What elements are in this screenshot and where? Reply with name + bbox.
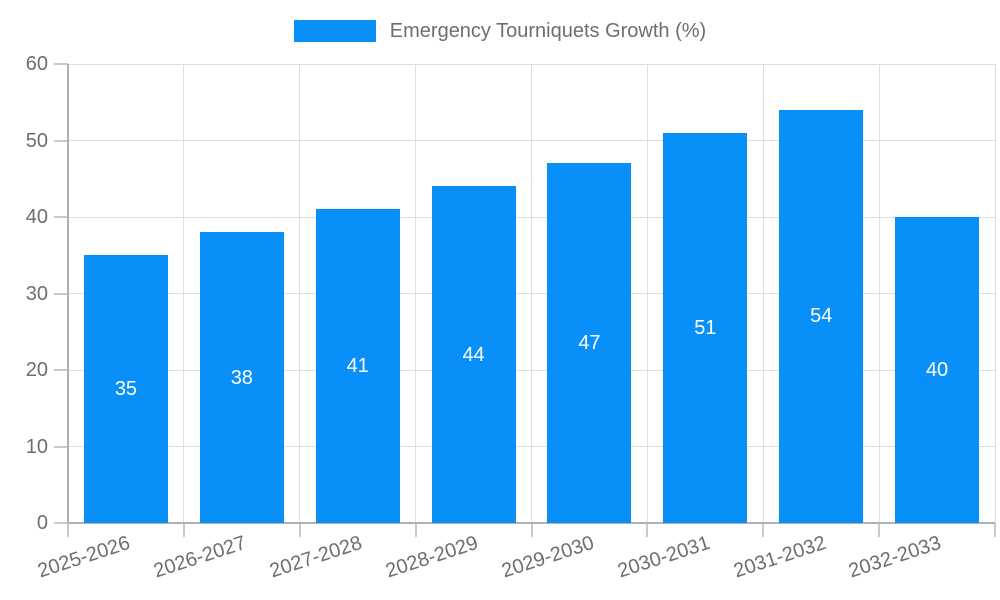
y-axis-tick-label: 60 xyxy=(25,53,48,75)
x-axis-tick-label: 2032-2033 xyxy=(846,531,945,583)
bar-value-label: 44 xyxy=(462,343,485,366)
y-axis-tick xyxy=(54,216,68,218)
x-axis-tick xyxy=(530,523,533,537)
bar xyxy=(895,217,980,523)
x-axis-tick xyxy=(182,523,185,537)
x-axis-tick xyxy=(298,523,301,537)
gridline-vertical xyxy=(183,64,185,523)
gridline-vertical xyxy=(878,64,880,523)
x-axis-tick-label: 2028-2029 xyxy=(382,531,481,583)
bar-value-label: 41 xyxy=(346,355,369,378)
x-axis-tick xyxy=(67,523,69,537)
bar-value-label: 51 xyxy=(694,316,717,339)
y-axis-tick-label: 20 xyxy=(25,359,48,381)
gridline-vertical xyxy=(299,64,301,523)
x-axis-tick xyxy=(646,523,649,537)
x-axis-tick-label: 2025-2026 xyxy=(35,531,134,583)
x-axis-line xyxy=(68,522,995,524)
legend-label: Emergency Tourniquets Growth (%) xyxy=(389,20,707,42)
legend-swatch xyxy=(293,20,376,42)
gridline-vertical xyxy=(646,64,648,523)
x-axis-tick xyxy=(414,523,417,537)
bar-value-label: 54 xyxy=(810,305,833,328)
bar xyxy=(83,255,168,523)
y-axis-tick xyxy=(54,369,68,371)
y-axis-tick-label: 0 xyxy=(36,512,48,534)
y-axis-tick-label: 50 xyxy=(25,129,48,152)
x-axis-tick xyxy=(878,523,881,537)
legend-item[interactable]: Emergency Tourniquets Growth (%) xyxy=(293,18,707,44)
x-axis-tick xyxy=(762,523,765,537)
bar xyxy=(431,186,516,523)
x-axis-tick-label: 2030-2031 xyxy=(614,531,713,583)
bar-value-label: 47 xyxy=(578,332,601,355)
bar xyxy=(663,132,748,523)
y-axis-tick xyxy=(54,292,68,295)
y-axis-tick xyxy=(54,139,68,142)
y-axis-tick-label: 10 xyxy=(25,435,48,458)
x-axis-tick-label: 2029-2030 xyxy=(498,531,597,583)
gridline-vertical xyxy=(762,64,764,523)
y-axis-tick xyxy=(54,522,68,524)
bar xyxy=(779,109,864,523)
bar xyxy=(199,232,284,523)
y-axis-tick-label: 30 xyxy=(25,282,48,305)
bar xyxy=(547,163,632,523)
bar xyxy=(315,209,400,523)
bar-value-label: 40 xyxy=(925,359,949,381)
x-axis-tick-label: 2027-2028 xyxy=(267,531,365,583)
x-axis-tick xyxy=(994,523,996,537)
bar-value-label: 35 xyxy=(114,378,138,401)
x-axis-tick-label: 2031-2032 xyxy=(730,531,829,583)
y-axis-line xyxy=(67,64,69,523)
y-axis-tick xyxy=(54,445,68,448)
bar-value-label: 38 xyxy=(230,366,253,389)
y-axis-tick xyxy=(54,63,68,65)
gridline-vertical xyxy=(415,64,417,523)
legend: Emergency Tourniquets Growth (%) xyxy=(0,18,1000,44)
y-axis-tick-label: 40 xyxy=(25,206,48,228)
x-axis-tick-label: 2026-2027 xyxy=(151,531,249,583)
gridline-vertical xyxy=(994,64,996,523)
gridline-vertical xyxy=(531,64,532,523)
